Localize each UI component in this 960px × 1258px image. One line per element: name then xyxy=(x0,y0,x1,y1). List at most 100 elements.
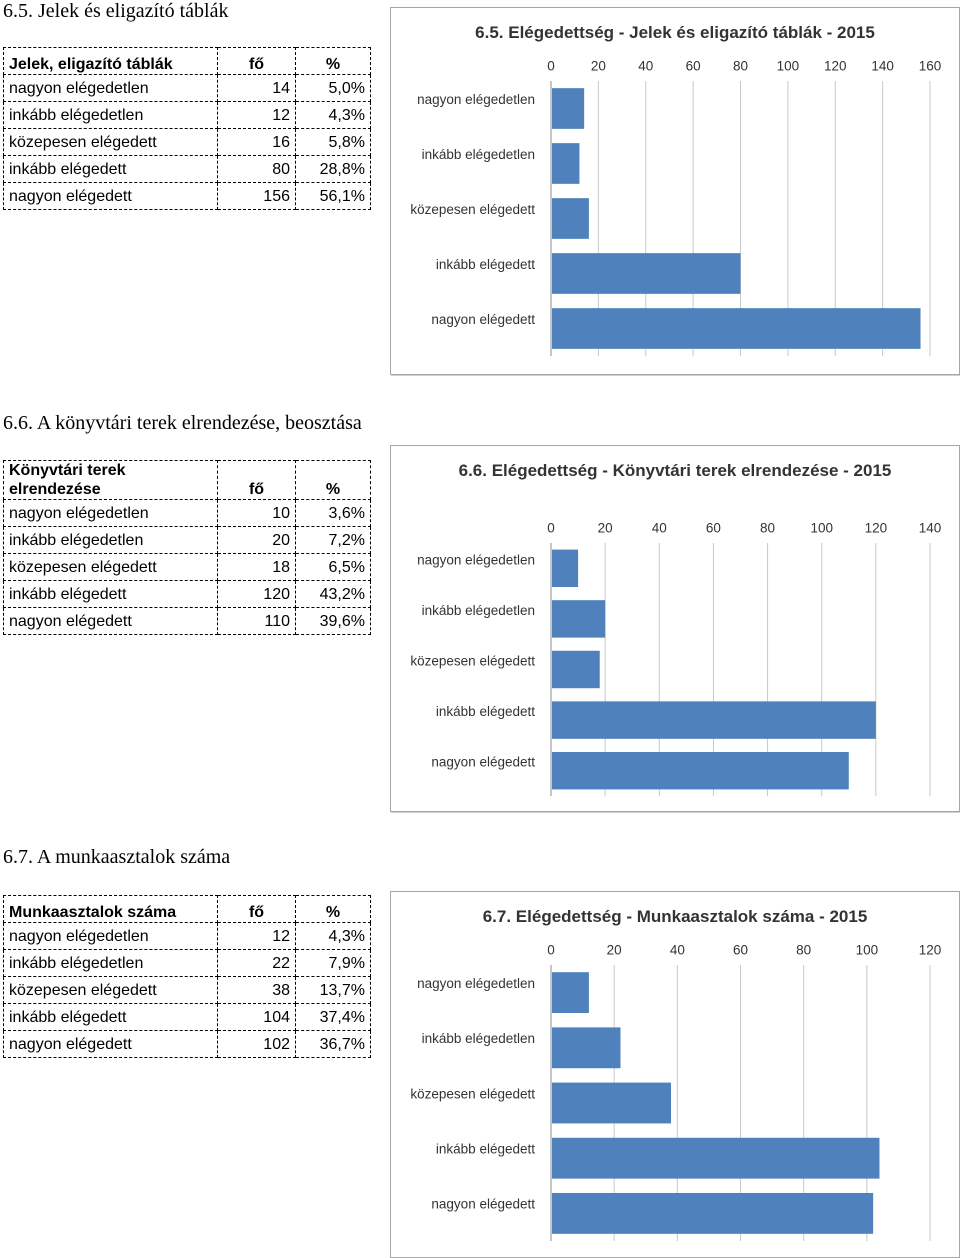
table-cell: 39,6% xyxy=(295,607,371,635)
table-cell: 120 xyxy=(217,580,296,608)
x-tick-label: 100 xyxy=(810,521,833,536)
table-cell: 36,7% xyxy=(295,1030,371,1058)
header-cell: Jelek, eligazító táblák xyxy=(3,47,218,75)
table-cell: inkább elégedett xyxy=(3,1003,218,1031)
table-header-row: Jelek, eligazító táblák fő% xyxy=(3,47,371,75)
table-row: nagyon elégedett 110 39,6% xyxy=(3,607,371,635)
table-cell: 14 xyxy=(217,74,296,102)
y-tick-label: inkább elégedett xyxy=(436,1141,535,1156)
table-cell: 4,3% xyxy=(295,101,371,129)
section-heading: 6.6. A könyvtári terek elrendezése, beos… xyxy=(3,412,362,434)
bar xyxy=(552,600,606,638)
data-table: Könyvtári terek elrendezése fő% nagyon elé… xyxy=(3,460,371,635)
table-cell: inkább elégedetlen xyxy=(3,949,218,977)
table-cell: 20 xyxy=(217,526,296,554)
y-tick-label: közepesen elégedett xyxy=(410,1086,535,1101)
header-cell: Könyvtári terek elrendezése xyxy=(3,460,218,500)
header-cell: fő xyxy=(217,47,296,75)
x-tick-label: 20 xyxy=(607,943,622,958)
y-tick-label: inkább elégedetlen xyxy=(422,1031,535,1046)
table-row: nagyon elégedett 156 56,1% xyxy=(3,182,371,210)
table-cell: 80 xyxy=(217,155,296,183)
chart-title: 6.5. Elégedettség - Jelek és eligazító t… xyxy=(475,23,875,42)
table-row: inkább elégedett 120 43,2% xyxy=(3,580,371,608)
bar xyxy=(552,253,741,294)
table-cell: közepesen elégedett xyxy=(3,553,218,581)
x-tick-label: 120 xyxy=(824,59,847,74)
table-cell: nagyon elégedett xyxy=(3,1030,218,1058)
table-cell: 156 xyxy=(217,182,296,210)
table-cell: 104 xyxy=(217,1003,296,1031)
chart-plot: 0 20 40 60 80 100 120 nagyon elégedetlen inkább … xyxy=(410,943,942,1241)
table-cell: 13,7% xyxy=(295,976,371,1004)
table-header-row: Könyvtári terek elrendezése fő% xyxy=(3,460,371,500)
table-cell: 37,4% xyxy=(295,1003,371,1031)
table-cell: 18 xyxy=(217,553,296,581)
x-tick-label: 120 xyxy=(865,521,888,536)
x-tick-label: 20 xyxy=(591,59,606,74)
x-tick-label: 60 xyxy=(733,943,748,958)
x-tick-label: 40 xyxy=(638,59,653,74)
chart: 6.7. Elégedettség - Munkaasztalok száma … xyxy=(390,891,960,1258)
table-cell: 43,2% xyxy=(295,580,371,608)
chart: 6.6. Elégedettség - Könyvtári terek elre… xyxy=(390,445,960,812)
table-row: nagyon elégedett 102 36,7% xyxy=(3,1030,371,1058)
table-cell: 102 xyxy=(217,1030,296,1058)
x-tick-label: 80 xyxy=(760,521,775,536)
table-cell: 12 xyxy=(217,922,296,950)
y-tick-label: nagyon elégedetlen xyxy=(417,92,535,107)
bar xyxy=(552,549,579,588)
y-tick-label: inkább elégedetlen xyxy=(422,603,535,618)
y-tick-label: inkább elégedett xyxy=(436,257,535,272)
table-cell: nagyon elégedett xyxy=(3,182,218,210)
x-tick-label: 60 xyxy=(706,521,721,536)
y-tick-label: közepesen elégedett xyxy=(410,202,535,217)
bar xyxy=(552,88,585,129)
data-table: Munkaasztalok száma fő% nagyon elégedetlen… xyxy=(3,895,371,1058)
bar xyxy=(552,1137,880,1179)
table-row: inkább elégedetlen 22 7,9% xyxy=(3,949,371,977)
chart-title: 6.7. Elégedettség - Munkaasztalok száma … xyxy=(482,907,868,926)
header-cell: fő xyxy=(217,895,296,923)
header-cell: % xyxy=(295,895,371,923)
table-cell: 7,2% xyxy=(295,526,371,554)
chart-plot: 0 20 40 60 80 100 120 140 nagyon elégedetlen inká… xyxy=(410,521,941,796)
table-row: nagyon elégedetlen 12 4,3% xyxy=(3,922,371,950)
bar xyxy=(552,1027,621,1069)
bar xyxy=(552,650,600,689)
bar xyxy=(552,972,589,1014)
table-cell: 38 xyxy=(217,976,296,1004)
table-cell: 16 xyxy=(217,128,296,156)
bar xyxy=(552,701,876,739)
x-tick-label: 100 xyxy=(856,943,879,958)
header-cell: Munkaasztalok száma xyxy=(3,895,218,923)
x-tick-label: 20 xyxy=(598,521,613,536)
x-tick-label: 160 xyxy=(919,59,942,74)
x-tick-label: 80 xyxy=(733,59,748,74)
x-tick-label: 0 xyxy=(547,521,555,536)
x-tick-label: 120 xyxy=(919,943,942,958)
table-cell: 6,5% xyxy=(295,553,371,581)
bar xyxy=(552,198,589,239)
table-row: közepesen elégedett 16 5,8% xyxy=(3,128,371,156)
y-tick-label: nagyon elégedett xyxy=(431,755,535,770)
table-cell: 4,3% xyxy=(295,922,371,950)
y-tick-label: nagyon elégedett xyxy=(431,312,535,327)
x-tick-label: 40 xyxy=(670,943,685,958)
x-tick-label: 0 xyxy=(547,59,555,74)
table-cell: közepesen elégedett xyxy=(3,128,218,156)
table-cell: 3,6% xyxy=(295,499,371,527)
table-cell: inkább elégedetlen xyxy=(3,101,218,129)
table-cell: inkább elégedett xyxy=(3,155,218,183)
table-cell: inkább elégedetlen xyxy=(3,526,218,554)
table-row: inkább elégedett 104 37,4% xyxy=(3,1003,371,1031)
bar xyxy=(552,751,849,790)
table-cell: 110 xyxy=(217,607,296,635)
y-tick-label: közepesen elégedett xyxy=(410,653,535,668)
table-header-row: Munkaasztalok száma fő% xyxy=(3,895,371,923)
section-heading: 6.5. Jelek és eligazító táblák xyxy=(3,0,229,22)
x-tick-label: 40 xyxy=(652,521,667,536)
header-cell: % xyxy=(295,460,371,500)
y-tick-label: nagyon elégedetlen xyxy=(417,552,535,567)
bar xyxy=(552,1082,672,1124)
